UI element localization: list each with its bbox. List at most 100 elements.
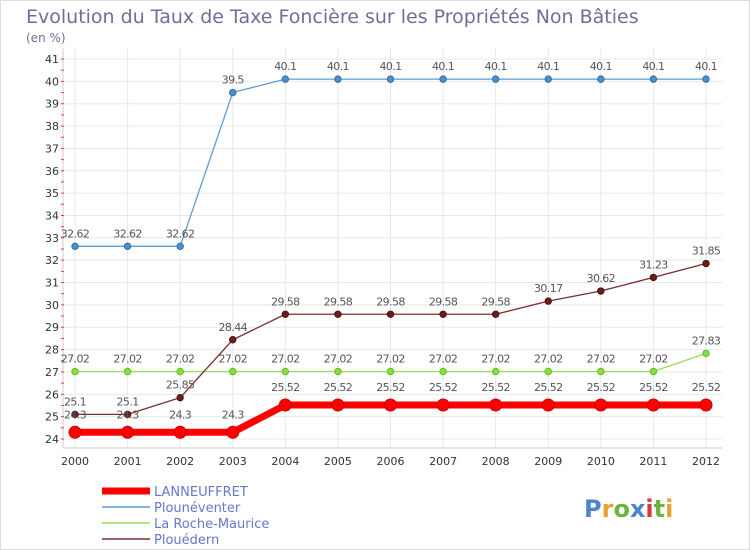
data-label: 30.17	[534, 282, 563, 295]
data-point	[702, 259, 710, 268]
y-tick-label: 24	[45, 433, 59, 446]
data-point	[439, 367, 447, 376]
x-tick-label: 2011	[639, 455, 667, 468]
y-tick-label: 37	[45, 142, 59, 155]
data-point	[386, 75, 395, 83]
data-point	[176, 242, 184, 251]
x-tick-label: 2003	[219, 455, 247, 468]
x-tick-label: 2005	[324, 455, 352, 468]
data-point	[702, 349, 710, 358]
data-label: 27.02	[639, 352, 668, 365]
y-tick-label: 30	[45, 299, 59, 312]
x-tick-label: 2009	[534, 455, 562, 468]
data-label: 25.52	[481, 381, 510, 394]
data-label: 24.3	[222, 408, 245, 421]
y-tick-label: 40	[45, 75, 59, 88]
data-label: 29.58	[271, 295, 300, 308]
x-tick-label: 2001	[114, 455, 142, 468]
data-label: 40.1	[590, 60, 612, 73]
legend-label: La Roche-Maurice	[154, 517, 269, 532]
data-point	[71, 367, 79, 376]
data-point	[384, 398, 397, 412]
y-tick-label: 34	[45, 209, 59, 222]
data-label: 40.1	[379, 60, 401, 73]
y-tick-label: 29	[45, 321, 59, 334]
data-label: 31.23	[639, 258, 668, 271]
data-point	[123, 242, 132, 251]
data-point	[334, 367, 342, 376]
data-point	[229, 88, 237, 97]
data-label: 27.02	[166, 352, 195, 365]
data-point	[123, 410, 132, 419]
proxiti-logo: Proxiti	[584, 495, 673, 523]
y-tick-label: 36	[45, 165, 59, 178]
data-label: 25.52	[376, 381, 405, 394]
data-point	[649, 75, 658, 83]
logo-letter: x	[630, 495, 646, 523]
data-label: 31.85	[692, 245, 721, 258]
y-tick-label: 26	[45, 388, 59, 401]
data-label: 29.58	[481, 295, 510, 308]
axes: 24 25 26 27 28 29 30 31 32 33 34 35 36 37 38 39 40 41 2000…	[45, 48, 722, 468]
data-label: 29.58	[429, 295, 458, 308]
data-label: 32.62	[113, 227, 142, 240]
logo-letter: P	[584, 495, 602, 523]
chart-subtitle: (en %)	[26, 31, 66, 45]
data-point	[176, 367, 184, 376]
data-label: 40.1	[642, 60, 664, 73]
data-label: 40.1	[327, 60, 349, 73]
y-tick-label: 39	[45, 98, 59, 111]
y-tick-label: 27	[45, 366, 59, 379]
y-tick-label: 31	[45, 277, 59, 290]
logo-letter: i	[645, 495, 653, 523]
data-point	[386, 310, 395, 318]
logo-letter: i	[665, 495, 673, 523]
logo-text: Proxiti	[584, 495, 673, 523]
data-point	[544, 75, 552, 83]
x-tick-label: 2012	[692, 455, 720, 468]
data-point	[278, 398, 292, 412]
x-tick-label: 2006	[377, 455, 405, 468]
data-point	[334, 310, 342, 318]
data-label: 25.52	[587, 381, 616, 394]
data-label: 29.58	[324, 295, 353, 308]
data-label: 25.52	[429, 381, 458, 394]
data-point	[71, 242, 79, 251]
data-label: 24.3	[169, 408, 192, 421]
data-point	[281, 75, 290, 83]
data-point	[386, 367, 395, 376]
data-label: 40.1	[432, 60, 454, 73]
y-tick-label: 25	[45, 411, 59, 424]
data-point	[173, 425, 187, 439]
data-label: 40.1	[695, 60, 717, 73]
data-point	[121, 425, 135, 439]
data-label: 24.3	[64, 408, 87, 421]
data-label: 28.44	[219, 321, 248, 334]
data-point	[281, 367, 290, 376]
data-label: 40.1	[485, 60, 507, 73]
data-point	[646, 398, 660, 412]
data-label: 25.1	[117, 395, 139, 408]
x-tick-label: 2002	[166, 455, 194, 468]
data-point	[331, 398, 345, 412]
data-label: 25.52	[324, 381, 353, 394]
data-label: 27.02	[534, 352, 563, 365]
data-label: 25.52	[534, 381, 563, 394]
data-point	[702, 75, 710, 83]
data-label: 25.1	[64, 395, 86, 408]
y-tick-label: 28	[45, 344, 59, 357]
data-label: 27.83	[692, 334, 721, 347]
y-tick-label: 35	[45, 187, 59, 200]
series-layer	[68, 75, 713, 439]
data-point	[226, 425, 240, 439]
x-tick-label: 2000	[61, 455, 89, 468]
data-label: 27.02	[324, 352, 353, 365]
y-tick-label: 38	[45, 120, 59, 133]
data-point	[649, 367, 658, 376]
data-label: 32.62	[61, 227, 90, 240]
data-label: 40.1	[274, 60, 296, 73]
data-label: 29.58	[376, 295, 405, 308]
